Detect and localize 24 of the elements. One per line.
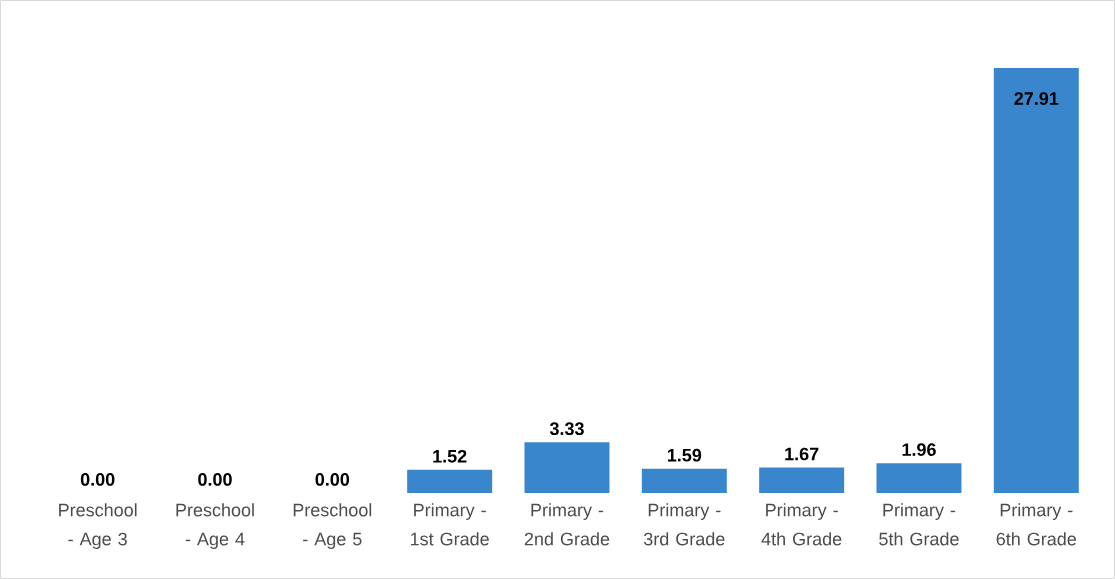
x-tick-label: Primary - 4th Grade bbox=[761, 503, 842, 546]
bar bbox=[759, 467, 845, 493]
data-label: 0.00 bbox=[198, 473, 232, 486]
data-label: 1.96 bbox=[902, 443, 936, 456]
x-tick-label: Preschool - Age 4 bbox=[176, 503, 254, 549]
bar bbox=[407, 469, 493, 493]
x-tick-label: Primary - 6th Grade bbox=[996, 503, 1077, 546]
x-tick-label: Preschool - Age 5 bbox=[293, 503, 372, 549]
bar bbox=[993, 68, 1079, 493]
data-label: 0.00 bbox=[315, 473, 350, 486]
data-label: 0.00 bbox=[80, 473, 115, 486]
x-tick-label: Primary - 1st Grade bbox=[411, 503, 489, 546]
data-label: 1.59 bbox=[667, 448, 702, 462]
x-tick-label: Primary - 3rd Grade bbox=[643, 503, 725, 546]
data-label: 3.33 bbox=[549, 422, 584, 436]
x-tick-label: Primary - 5th Grade bbox=[879, 503, 959, 546]
data-label: 1.67 bbox=[785, 447, 819, 461]
bar bbox=[641, 468, 727, 493]
bar bbox=[524, 442, 610, 493]
data-label: 1.52 bbox=[433, 449, 467, 463]
bar bbox=[876, 463, 962, 493]
data-label: 27.91 bbox=[1014, 92, 1059, 105]
x-tick-label: Preschool - Age 3 bbox=[59, 503, 137, 549]
x-tick-label: Primary - 2nd Grade bbox=[524, 503, 610, 546]
